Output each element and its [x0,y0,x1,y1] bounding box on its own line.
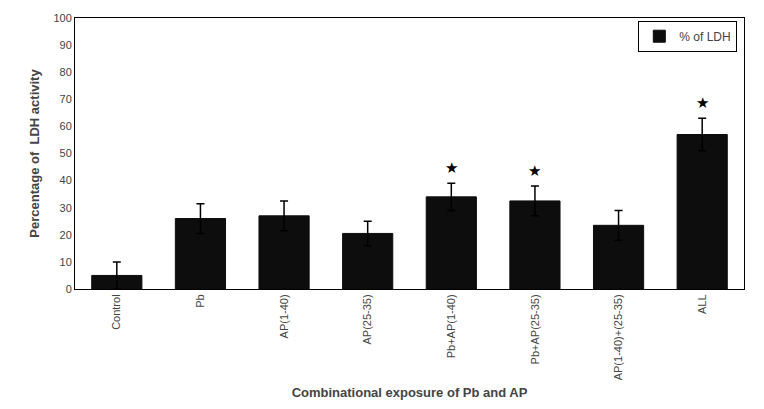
svg-text:AP(1-40): AP(1-40) [278,294,290,338]
svg-text:★: ★ [445,159,458,177]
svg-text:ALL: ALL [696,294,708,314]
svg-text:Control: Control [110,294,122,329]
svg-text:Pb: Pb [194,294,206,307]
svg-text:Pb+AP(1-40): Pb+AP(1-40) [445,294,457,358]
svg-text:80: 80 [60,66,72,78]
svg-text:AP(25-35): AP(25-35) [361,294,373,344]
svg-text:40: 40 [60,174,72,186]
svg-text:% of LDH: % of LDH [679,30,730,44]
svg-text:Percentage of LDH activity: Percentage of LDH activity [27,69,42,238]
svg-text:20: 20 [60,229,72,241]
svg-text:Combinational exposure of Pb a: Combinational exposure of Pb and AP [292,385,528,400]
svg-text:100: 100 [53,12,71,24]
svg-text:60: 60 [60,120,72,132]
svg-text:10: 10 [60,256,72,268]
svg-text:90: 90 [60,39,72,51]
svg-text:Pb+AP(25-35): Pb+AP(25-35) [529,294,541,364]
svg-text:0: 0 [66,283,72,295]
svg-text:★: ★ [696,94,709,112]
svg-text:★: ★ [528,162,541,180]
svg-text:30: 30 [60,202,72,214]
svg-text:50: 50 [60,147,72,159]
svg-text:AP(1-40)+(25-35): AP(1-40)+(25-35) [612,294,624,380]
svg-text:70: 70 [60,93,72,105]
